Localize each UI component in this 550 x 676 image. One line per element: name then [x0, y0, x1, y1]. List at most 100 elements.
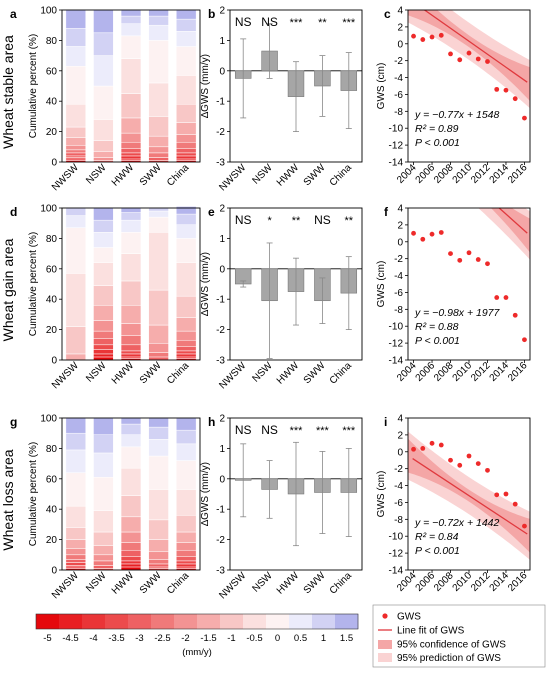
gws-point [475, 56, 481, 62]
stack-segment [93, 247, 114, 263]
significance-label: NS [314, 213, 331, 227]
stack-segment [176, 563, 197, 568]
fit-equation-line: P < 0.001 [415, 545, 460, 557]
stack-segment [148, 146, 169, 154]
gws-ytick-label: 0 [397, 237, 403, 248]
stack-segment [65, 562, 86, 566]
y-axis-label: ∆GWS (mm/y) [200, 252, 211, 316]
xtick-label: 2006 [414, 570, 438, 594]
stack-segment [65, 65, 86, 105]
stack-segment [176, 443, 197, 461]
delta-ytick-label: -3 [216, 356, 225, 367]
stack-xtick-label: SWW [138, 162, 164, 188]
stack-segment [65, 472, 86, 507]
xtick-label: 2008 [432, 360, 456, 384]
stack-segment [120, 93, 142, 119]
row-label: Wheat stable area [0, 35, 16, 149]
colorbar-swatch [312, 614, 336, 629]
stack-segment [176, 155, 197, 160]
stack-segment [176, 122, 197, 135]
stack-segment [93, 338, 114, 346]
stack-segment [120, 152, 142, 157]
gws-point [429, 231, 435, 237]
stack-segment [148, 24, 169, 41]
gws-ytick-label: 2 [397, 22, 403, 33]
stack-segment [176, 238, 197, 263]
delta-xtick-label: China [328, 570, 355, 597]
stack-segment [148, 135, 169, 148]
stack-ytick-label: 0 [51, 158, 57, 169]
stack-segment [176, 339, 197, 347]
stack-xtick-label: NSW [84, 162, 109, 187]
delta-xtick-label: NSW [250, 570, 275, 595]
stack-segment [176, 531, 197, 543]
colorbar-tick-label: -1.5 [200, 633, 216, 644]
stack-segment [120, 556, 142, 562]
legend-item: Line fit of GWS [397, 626, 465, 637]
stack-segment [93, 207, 114, 221]
stack-segment [148, 324, 169, 344]
stack-segment [65, 505, 86, 528]
stack-segment [65, 539, 86, 549]
plot-frame [61, 417, 201, 571]
plot-area [408, 10, 530, 121]
stack-segment [65, 103, 86, 128]
gws-point [522, 337, 527, 343]
stack-ytick-label: 80 [46, 36, 58, 47]
panel-letter: e [208, 205, 215, 219]
colorbar-tick-label: 1.5 [340, 633, 353, 644]
delta-xtick-label: NSW [250, 360, 275, 385]
legend-prediction-icon [378, 653, 392, 662]
stack-segment [148, 563, 169, 568]
significance-label: *** [290, 17, 304, 29]
stack-segment [93, 554, 114, 562]
gws-point [475, 257, 481, 262]
stack-segment [65, 207, 86, 216]
stack-segment [176, 549, 197, 557]
xtick-label: 2010 [451, 570, 475, 594]
delta-ytick-label: 0 [219, 474, 225, 485]
significance-label: *** [316, 425, 330, 437]
stack-segment [120, 516, 142, 533]
delta-ytick-label: -1 [216, 97, 225, 108]
plot-frame [229, 207, 363, 361]
stack-segment [120, 141, 142, 149]
stack-segment [148, 489, 169, 521]
stack-segment [65, 27, 86, 47]
delta-ytick-label: -3 [216, 158, 225, 169]
stack-segment [176, 103, 197, 123]
delta-ytick-label: 2 [219, 6, 225, 17]
stack-segment [120, 417, 142, 425]
gws-point [485, 467, 490, 473]
stack-segment [120, 155, 142, 160]
stack-segment [176, 417, 197, 431]
stack-segment [120, 531, 142, 543]
stack-segment [65, 145, 86, 151]
gws-point [448, 51, 453, 57]
panel-letter: g [10, 415, 17, 429]
stack-segment [65, 137, 86, 146]
stack-xtick-label: NSW [84, 570, 109, 595]
gws-point [438, 32, 444, 38]
legend-frame [372, 604, 546, 668]
colorbar: -5 -4.5 -4 -3.5 -3 -2.5 -2 -1.5 -1 -0.5 0 0.5 1 1.5 (m… [35, 613, 359, 658]
gws-point [475, 461, 481, 466]
gws-point [411, 446, 416, 452]
xtick-label: 2016 [506, 162, 530, 186]
stack-segment [176, 556, 197, 562]
stack-segment [120, 207, 142, 213]
xtick-label: 2012 [469, 570, 493, 594]
gws-point [485, 59, 490, 64]
colorbar-swatch [197, 614, 221, 629]
stacked-bar-NSW [93, 417, 114, 571]
stack-segment [176, 46, 197, 76]
stacked-bar-NSW [93, 9, 114, 163]
colorbar-swatch [151, 614, 175, 629]
gws-ytick-label: -8 [394, 515, 403, 526]
gws-point [512, 312, 518, 318]
stack-ytick-label: 40 [46, 97, 58, 108]
delta-xtick-label: SWW [302, 360, 328, 386]
stack-segment [148, 356, 169, 361]
gws-ytick-label: -12 [389, 339, 404, 350]
